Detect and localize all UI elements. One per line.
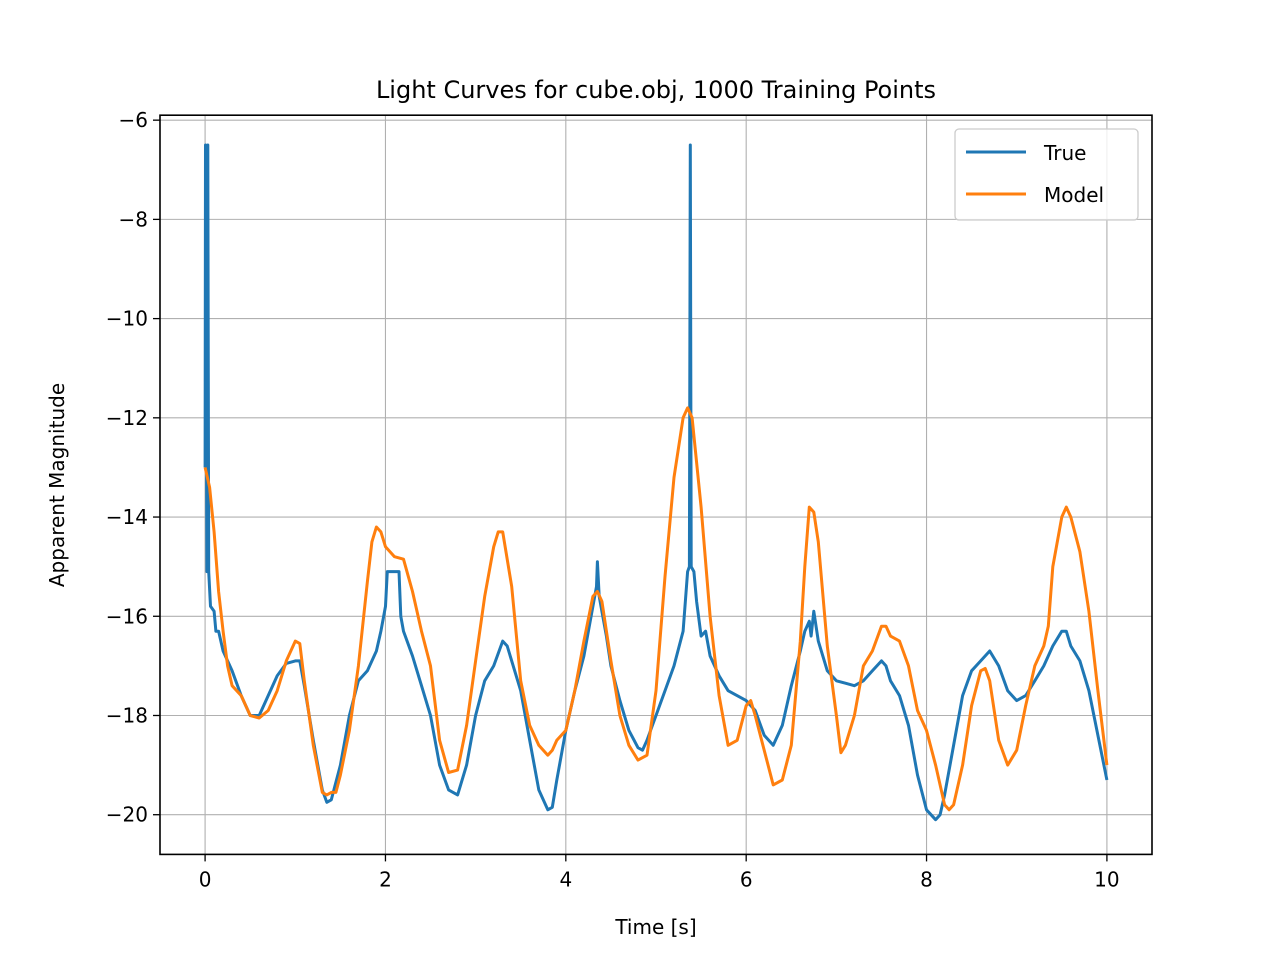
y-tick-label: −14	[106, 505, 148, 529]
y-axis-title: Apparent Magnitude	[45, 383, 69, 587]
grid	[160, 115, 1152, 855]
x-axis-title: Time [s]	[614, 915, 696, 939]
y-tick-label: −20	[106, 803, 148, 827]
y-tick-label: −16	[106, 604, 148, 628]
y-tick-label: −6	[119, 108, 148, 132]
y-tick-label: −18	[106, 703, 148, 727]
y-tick-label: −10	[106, 307, 148, 331]
legend: True Model	[954, 128, 1139, 221]
plot-area-frame	[159, 114, 1153, 856]
x-tick-label: 8	[920, 867, 933, 891]
y-tick-label: −8	[119, 207, 148, 231]
x-tick-label: 4	[559, 867, 572, 891]
legend-label-model: Model	[1044, 183, 1104, 207]
legend-label-true: True	[1043, 141, 1086, 165]
y-axis-ticks: −6 −8 −10 −12 −14 −16 −18 −20	[106, 108, 160, 827]
series-line-true	[203, 143, 1109, 822]
chart-title: Light Curves for cube.obj, 1000 Training…	[376, 76, 936, 104]
x-tick-label: 6	[740, 867, 753, 891]
series-line-model	[203, 406, 1109, 812]
x-tick-label: 0	[199, 867, 212, 891]
x-tick-label: 10	[1094, 867, 1119, 891]
x-axis-ticks: 0 2 4 6 8 10	[199, 854, 1120, 891]
plot-series	[203, 143, 1109, 822]
x-tick-label: 2	[379, 867, 392, 891]
y-tick-label: −12	[106, 406, 148, 430]
